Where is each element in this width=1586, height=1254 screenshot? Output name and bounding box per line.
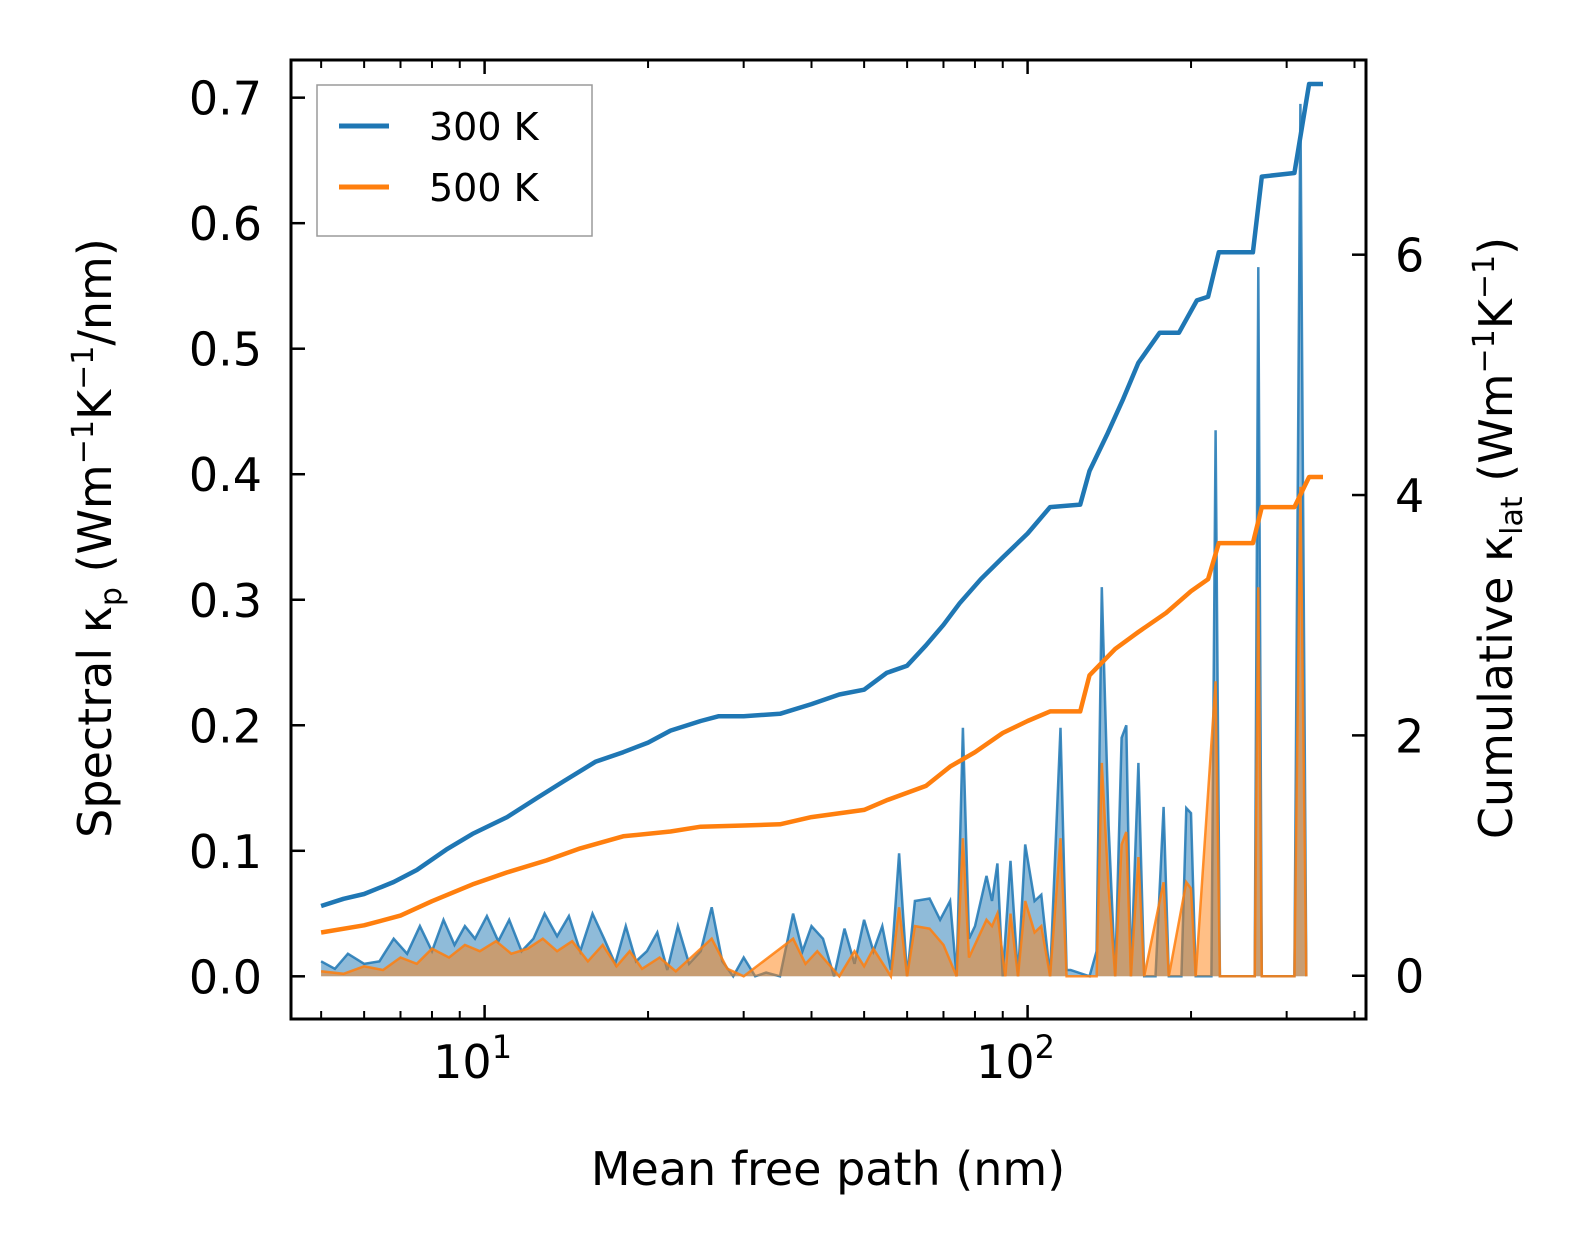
cumulative-line-1	[320, 474, 1323, 935]
x-axis-title: Mean free path (nm)	[591, 1142, 1065, 1196]
left-y-title-unit-a: (Wm	[68, 464, 122, 587]
right-y-title-sub: lat	[1495, 496, 1530, 535]
left-y-title-sup-1: −1	[66, 420, 101, 464]
left-y-title-main: Spectral κ	[68, 606, 122, 838]
right-y-title-unit-b: K	[1469, 297, 1523, 329]
left-y-title-unit-c: /nm)	[68, 238, 122, 345]
x-tick-label-0: 101	[433, 1028, 512, 1089]
right-y-tick-label-3: 6	[1395, 229, 1424, 283]
left-y-tick-label-5: 0.5	[189, 323, 262, 377]
right-y-tick-label-0: 0	[1395, 950, 1424, 1004]
x-tick-base-1: 10	[976, 1035, 1035, 1089]
right-y-title-sup-2: −1	[1467, 255, 1502, 299]
right-y-title-sup-1: −1	[1467, 329, 1502, 373]
left-y-title-unit-b: K	[68, 388, 122, 420]
left-y-tick-label-4: 0.4	[189, 448, 262, 502]
left-y-tick-label-3: 0.3	[189, 574, 262, 628]
x-tick-exp-1: 2	[1035, 1028, 1055, 1066]
x-tick-label-1: 102	[976, 1028, 1055, 1089]
left-y-tick-label-0: 0.0	[189, 950, 262, 1004]
left-y-title-sub: p	[94, 587, 129, 606]
legend-label-300k: 300 K	[429, 105, 540, 149]
left-y-tick-label-7: 0.7	[189, 72, 262, 126]
right-y-axis-title: Cumulative κlat (Wm−1K−1)	[1467, 237, 1530, 839]
legend: 300 K 500 K	[316, 84, 593, 237]
series-layer	[320, 81, 1323, 980]
legend-label-500k: 500 K	[429, 166, 540, 210]
left-y-axis-title: Spectral κp (Wm−1K−1/nm)	[66, 238, 129, 838]
left-y-tick-label-6: 0.6	[189, 197, 262, 251]
right-y-tick-label-2: 4	[1395, 469, 1424, 523]
left-y-title-sup-2: −1	[66, 346, 101, 390]
x-tick-base-0: 10	[433, 1035, 492, 1089]
left-y-tick-label-2: 0.2	[189, 699, 262, 753]
plot-frame	[289, 58, 1368, 1021]
left-y-tick-label-1: 0.1	[189, 825, 262, 879]
spectral-line-1	[320, 486, 1308, 980]
x-tick-exp-0: 1	[492, 1028, 512, 1066]
legend-box	[316, 84, 593, 237]
spectral-line-0	[320, 103, 1308, 979]
cumulative-line-0	[320, 81, 1323, 909]
right-y-title-unit-a: (Wm	[1469, 373, 1523, 496]
right-y-tick-label-1: 2	[1395, 709, 1424, 763]
right-y-title-unit-c: )	[1469, 237, 1523, 255]
right-y-title-main: Cumulative κ	[1469, 535, 1523, 839]
